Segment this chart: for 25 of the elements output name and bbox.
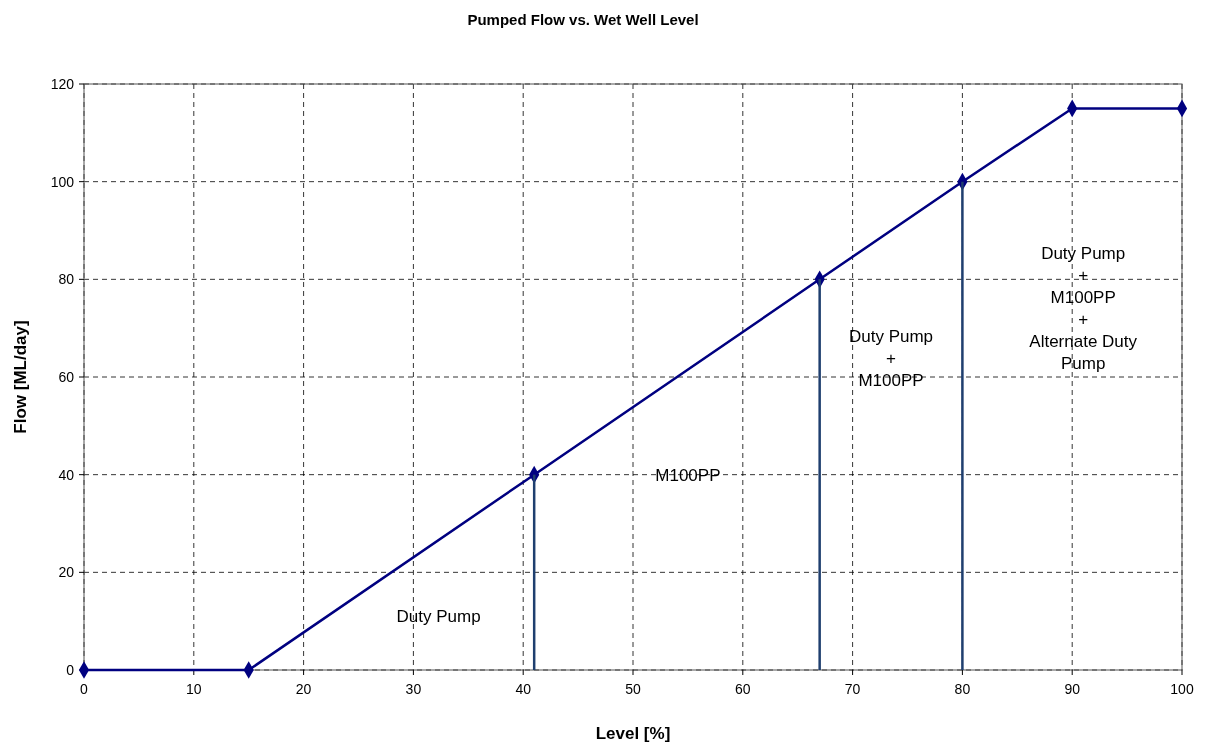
annotation: Duty Pump + M100PP + Alternate Duty Pump <box>1029 244 1138 374</box>
x-tick-label: 60 <box>735 681 751 697</box>
x-tick-label: 50 <box>625 681 641 697</box>
y-tick-label: 120 <box>50 76 75 92</box>
x-tick-label: 0 <box>80 681 89 697</box>
y-tick-label: 40 <box>58 466 75 483</box>
x-tick-label: 20 <box>295 681 312 697</box>
x-tick-label: 30 <box>405 681 422 697</box>
x-tick-label: 90 <box>1064 681 1081 697</box>
annotation: M100PP <box>655 465 721 485</box>
x-tick-label: 70 <box>844 681 861 697</box>
y-tick-label: 0 <box>66 662 75 678</box>
x-tick-label: 40 <box>515 681 532 697</box>
x-tick-label: 80 <box>954 681 971 697</box>
y-axis-title: Flow [ML/day] <box>11 320 30 434</box>
annotation: Duty Pump + M100PP <box>848 326 934 390</box>
y-tick-label: 80 <box>58 271 75 288</box>
y-tick-label: 100 <box>50 173 75 190</box>
x-tick-label: 10 <box>186 681 202 697</box>
y-tick-label: 60 <box>58 369 75 385</box>
x-tick-label: 100 <box>1170 681 1194 697</box>
x-axis-title: Level [%] <box>595 724 671 743</box>
y-tick-label: 20 <box>58 564 75 581</box>
chart-title: Pumped Flow vs. Wet Well Level <box>467 11 699 28</box>
annotation: Duty Pump <box>396 607 481 627</box>
